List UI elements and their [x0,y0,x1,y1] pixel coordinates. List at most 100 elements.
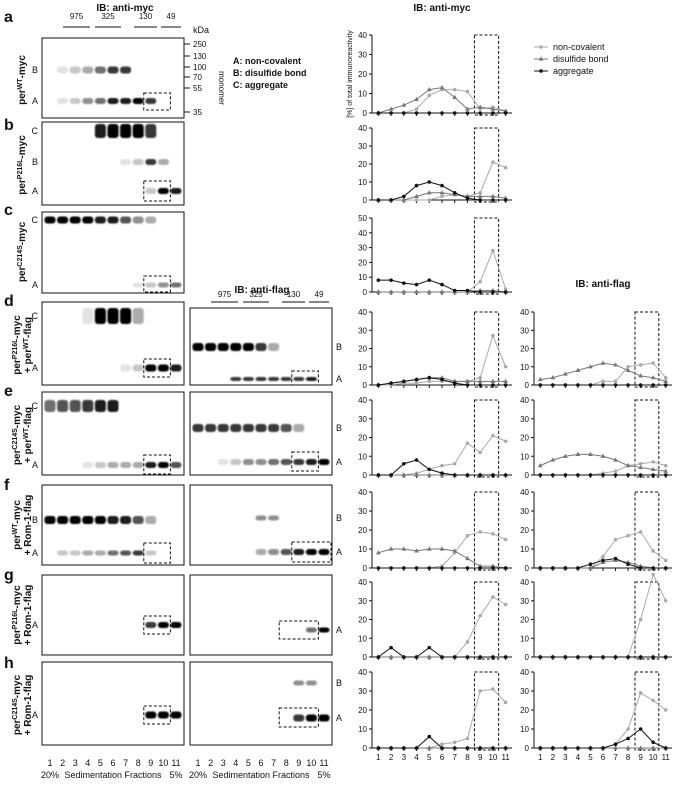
y-tick-label: 0 [525,381,530,390]
data-point [440,746,444,750]
band [305,680,317,686]
data-point [440,111,444,115]
data-point [663,468,669,473]
band [205,424,217,432]
data-point [389,645,393,650]
panel-letter: g [4,567,14,584]
sample-label: perC214S-myc+ Rom-1-flag [12,674,35,735]
data-point [414,111,419,115]
band [293,680,305,686]
data-point [478,191,482,195]
band [57,98,69,104]
highlight-box [634,671,660,751]
band-label: C [32,215,39,225]
y-tick-label: 30 [358,244,367,253]
data-point [388,654,394,659]
lane-number: 5 [246,758,251,768]
blot-bands [44,516,157,556]
band-label: A [32,620,38,630]
data-point [638,383,643,387]
legend-label: non-covalent [553,42,605,52]
fraction-title: Sedimentation Fractions [212,770,310,780]
band [82,400,94,412]
data-point [477,193,483,198]
panel-letter: h [4,655,14,672]
data-point [638,363,643,367]
data-point [601,554,605,559]
fraction-end: 20% [41,770,59,780]
highlight-box [143,180,171,202]
data-point [588,655,593,659]
label-text: per [12,534,23,550]
band [293,714,305,722]
kda-label: 35 [193,108,202,117]
data-point [414,183,419,188]
y-tick-label: 10 [358,363,367,372]
band [242,459,254,465]
data-point [651,566,655,570]
data-point [426,289,432,294]
data-point [613,537,618,542]
label-text: -myc [12,585,23,609]
band [107,550,119,556]
data-point [503,287,508,291]
data-point [452,473,457,477]
panel-letter: c [4,202,13,219]
label-text: per [12,359,23,375]
y-tick-label: 0 [363,744,368,753]
data-point [576,473,580,477]
data-point [389,746,393,750]
data-point [439,85,445,90]
data-point [651,361,655,365]
band [230,424,242,432]
band [217,459,229,465]
band [217,424,229,432]
lane-number: 4 [85,758,90,768]
band [242,343,254,351]
data-point [626,533,630,538]
label-text: per [12,719,23,735]
data-point [600,360,606,365]
label-sup: P216L [12,338,19,359]
x-tick-label: 5 [427,753,432,762]
band [107,98,119,104]
data-point [414,96,419,101]
band [132,98,144,104]
data-point [389,111,393,115]
band [94,516,106,524]
band [145,364,157,372]
band [255,343,267,351]
y-tick-label: 0 [363,109,368,118]
data-point [440,183,444,188]
data-point [452,288,457,293]
band-label: B [336,513,342,523]
band [120,462,132,468]
data-point [402,111,406,115]
band [217,343,229,351]
lane-number: 4 [233,758,238,768]
data-point [538,655,543,659]
band [82,308,94,324]
blot-bands [94,124,182,194]
band [69,216,81,224]
data-point [376,111,381,115]
label-text: -myc [12,674,23,698]
data-point [651,460,655,464]
blot-bands [255,515,330,555]
data-point [427,278,432,282]
y-tick-label: 0 [525,653,530,662]
y-tick-label: 0 [525,744,530,753]
kda-label: 55 [193,84,202,93]
data-point [588,565,593,570]
data-point [414,472,419,477]
data-point [491,290,495,294]
data-point [401,289,407,294]
band [157,622,169,628]
y-tick-label: 0 [363,564,368,573]
data-point [465,736,470,741]
data-point [626,383,630,387]
data-point [427,111,432,115]
band [170,462,182,468]
y-tick-label: 20 [520,434,529,443]
y-tick-label: 0 [363,653,368,662]
